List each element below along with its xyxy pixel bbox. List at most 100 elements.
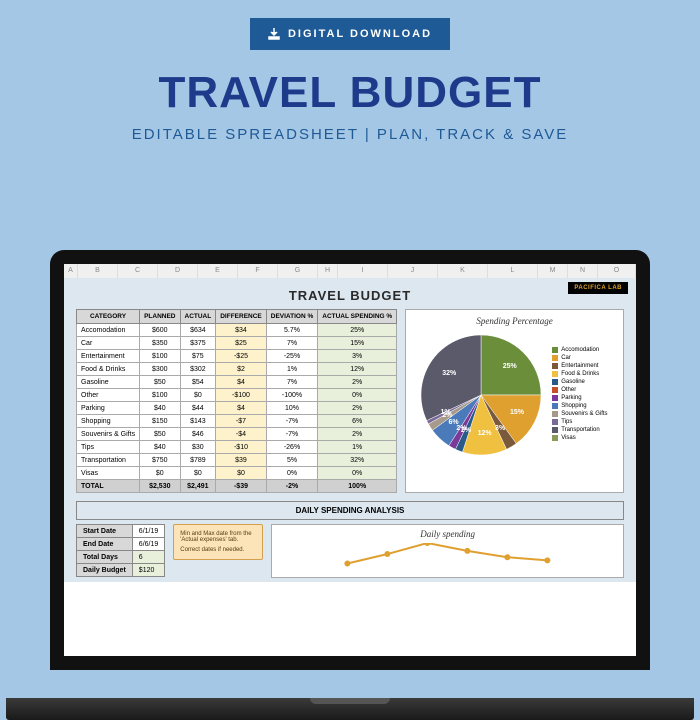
- daily-title: Daily spending: [276, 529, 619, 539]
- col-header[interactable]: I: [338, 264, 388, 278]
- table-row[interactable]: Food & Drinks$300$302$21%12%: [77, 363, 397, 376]
- legend-item: Visas: [552, 435, 607, 441]
- download-icon: [268, 28, 280, 40]
- col-header[interactable]: H: [318, 264, 338, 278]
- table-row[interactable]: Transportation$750$789$395%32%: [77, 454, 397, 467]
- table-cell: Car: [77, 337, 140, 350]
- total-cell: $2,530: [140, 480, 180, 493]
- note-box: Min and Max date from the 'Actual expens…: [173, 524, 263, 560]
- table-cell: Food & Drinks: [77, 363, 140, 376]
- table-cell: $300: [140, 363, 180, 376]
- col-header[interactable]: A: [64, 264, 78, 278]
- legend-item: Transportation: [552, 427, 607, 433]
- table-cell: Visas: [77, 467, 140, 480]
- line-chart: [276, 543, 619, 573]
- daily-chart-box: Daily spending: [271, 524, 624, 578]
- table-cell: $350: [140, 337, 180, 350]
- table-cell: -7%: [266, 415, 318, 428]
- table-row[interactable]: Parking$40$44$410%2%: [77, 402, 397, 415]
- legend-item: Parking: [552, 395, 607, 401]
- total-cell: TOTAL: [77, 480, 140, 493]
- table-cell: 2%: [318, 376, 397, 389]
- table-cell: Souvenirs & Gifts: [77, 428, 140, 441]
- col-header[interactable]: O: [598, 264, 636, 278]
- table-row[interactable]: Accomodation$600$634$345.7%25%: [77, 324, 397, 337]
- col-header[interactable]: G: [278, 264, 318, 278]
- legend-item: Entertainment: [552, 363, 607, 369]
- table-row[interactable]: Tips$40$30-$10-26%1%: [77, 441, 397, 454]
- table-header: ACTUAL: [180, 310, 216, 324]
- table-cell: Accomodation: [77, 324, 140, 337]
- table-cell: -7%: [266, 428, 318, 441]
- table-cell: -$4: [216, 428, 267, 441]
- table-cell: 0%: [266, 467, 318, 480]
- table-cell: $34: [216, 324, 267, 337]
- table-cell: 0%: [318, 467, 397, 480]
- table-cell: $375: [180, 337, 216, 350]
- col-header[interactable]: B: [78, 264, 118, 278]
- table-cell: $40: [140, 402, 180, 415]
- table-row[interactable]: Souvenirs & Gifts$50$46-$4-7%2%: [77, 428, 397, 441]
- legend-item: Gasoline: [552, 379, 607, 385]
- table-header: DEVIATION %: [266, 310, 318, 324]
- table-row[interactable]: Gasoline$50$54$47%2%: [77, 376, 397, 389]
- date-value: 6: [132, 551, 164, 564]
- col-header[interactable]: F: [238, 264, 278, 278]
- total-cell: $2,491: [180, 480, 216, 493]
- date-value: $120: [132, 564, 164, 577]
- col-header[interactable]: L: [488, 264, 538, 278]
- table-cell: 7%: [266, 337, 318, 350]
- table-cell: 5%: [266, 454, 318, 467]
- legend-item: Shopping: [552, 403, 607, 409]
- badge-label: DIGITAL DOWNLOAD: [288, 28, 432, 40]
- table-cell: $750: [140, 454, 180, 467]
- laptop-mockup: ABCDEFGHIJKLMNO TRAVEL BUDGET PACIFICA L…: [30, 250, 670, 700]
- spreadsheet-app: ABCDEFGHIJKLMNO TRAVEL BUDGET PACIFICA L…: [64, 264, 636, 656]
- table-row[interactable]: Shopping$150$143-$7-7%6%: [77, 415, 397, 428]
- table-cell: $0: [216, 467, 267, 480]
- col-header[interactable]: E: [198, 264, 238, 278]
- column-headers: ABCDEFGHIJKLMNO: [64, 264, 636, 278]
- col-header[interactable]: C: [118, 264, 158, 278]
- legend-item: Other: [552, 387, 607, 393]
- table-cell: 3%: [318, 350, 397, 363]
- table-cell: Parking: [77, 402, 140, 415]
- date-label: Total Days: [77, 551, 133, 564]
- budget-table: CATEGORYPLANNEDACTUALDIFFERENCEDEVIATION…: [76, 309, 397, 493]
- table-row[interactable]: Car$350$375$257%15%: [77, 337, 397, 350]
- col-header[interactable]: N: [568, 264, 598, 278]
- download-badge[interactable]: DIGITAL DOWNLOAD: [250, 18, 450, 50]
- table-cell: 5.7%: [266, 324, 318, 337]
- table-cell: -$100: [216, 389, 267, 402]
- table-cell: $4: [216, 376, 267, 389]
- note-line1: Min and Max date from the 'Actual expens…: [180, 531, 256, 543]
- table-cell: 7%: [266, 376, 318, 389]
- table-cell: -$7: [216, 415, 267, 428]
- col-header[interactable]: J: [388, 264, 438, 278]
- table-row[interactable]: Other$100$0-$100-100%0%: [77, 389, 397, 402]
- table-cell: $0: [140, 467, 180, 480]
- col-header[interactable]: D: [158, 264, 198, 278]
- col-header[interactable]: M: [538, 264, 568, 278]
- table-cell: 2%: [318, 402, 397, 415]
- table-cell: $600: [140, 324, 180, 337]
- table-cell: -100%: [266, 389, 318, 402]
- table-row[interactable]: Entertainment$100$75-$25-25%3%: [77, 350, 397, 363]
- table-cell: $150: [140, 415, 180, 428]
- sheet-body: TRAVEL BUDGET PACIFICA LAB CATEGORYPLANN…: [64, 278, 636, 582]
- table-cell: 15%: [318, 337, 397, 350]
- table-cell: $4: [216, 402, 267, 415]
- table-cell: $30: [180, 441, 216, 454]
- table-cell: $25: [216, 337, 267, 350]
- date-row: Start Date6/1/19: [77, 525, 165, 538]
- total-cell: 100%: [318, 480, 397, 493]
- sheet-title: TRAVEL BUDGET: [70, 282, 630, 309]
- table-cell: $40: [140, 441, 180, 454]
- section-header: DAILY SPENDING ANALYSIS: [76, 501, 624, 520]
- table-cell: Gasoline: [77, 376, 140, 389]
- table-header: DIFFERENCE: [216, 310, 267, 324]
- table-row[interactable]: Visas$0$0$00%0%: [77, 467, 397, 480]
- pie-title: Spending Percentage: [412, 316, 617, 326]
- col-header[interactable]: K: [438, 264, 488, 278]
- table-cell: Other: [77, 389, 140, 402]
